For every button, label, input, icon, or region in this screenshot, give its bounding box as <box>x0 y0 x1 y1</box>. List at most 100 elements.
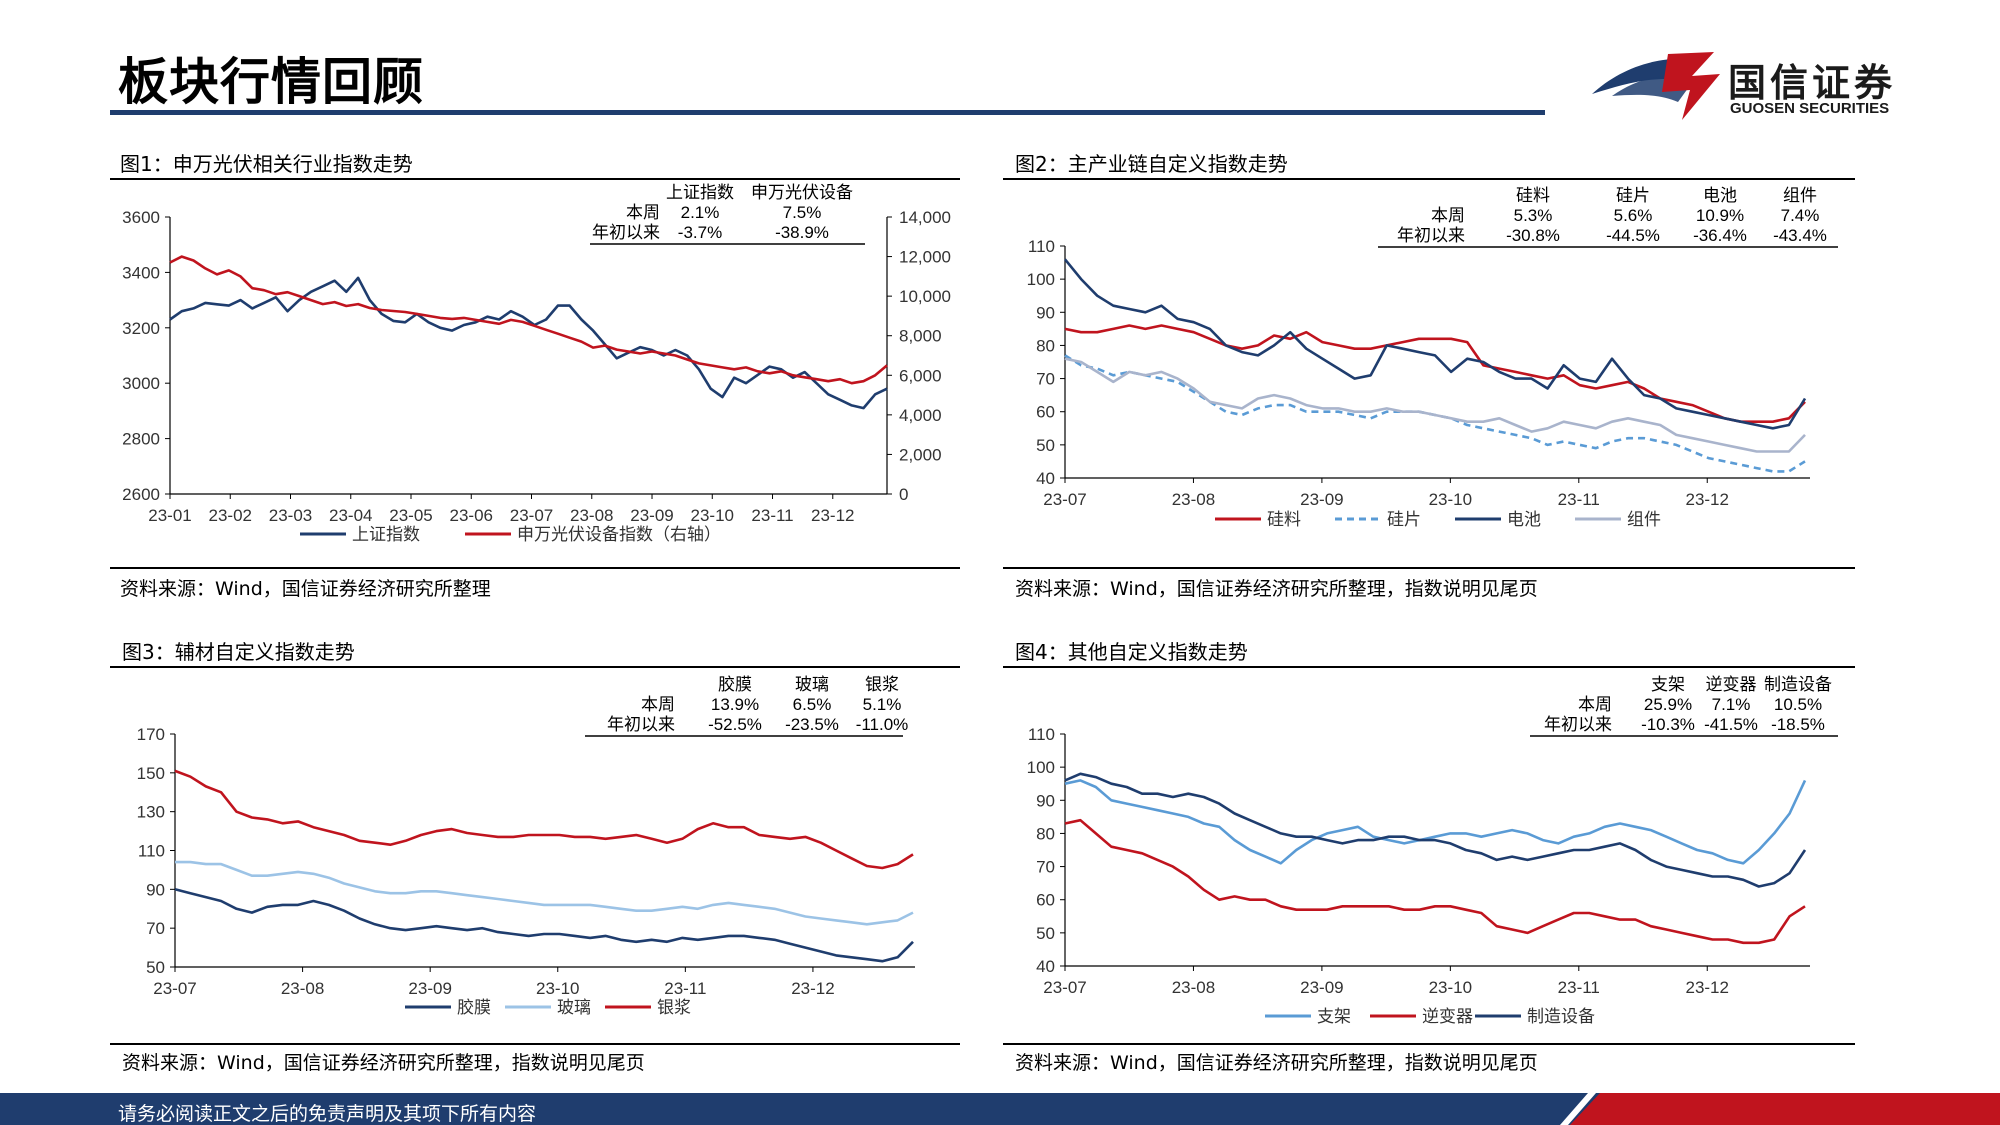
y-tick-label: 70 <box>146 919 165 938</box>
x-tick-label: 23-01 <box>148 506 191 525</box>
table-row-label: 本周 <box>641 695 675 714</box>
table-cell: 7.4% <box>1781 206 1820 225</box>
table-cell: -30.8% <box>1506 226 1560 245</box>
y-tick-label: 3600 <box>122 208 160 227</box>
x-tick-label: 23-07 <box>510 506 553 525</box>
legend-label-3: 电池 <box>1507 510 1541 529</box>
y-tick-label: 60 <box>1036 403 1055 422</box>
chart3: 170 150 130 110 90 70 50 23-07 23-08 23-09 23-10 23… <box>137 675 915 1017</box>
series-line-1 <box>169 276 888 410</box>
y-tick-label: 80 <box>1036 824 1055 843</box>
y-tick-label: 3200 <box>122 319 160 338</box>
x-tick-label: 23-10 <box>536 979 579 998</box>
table-cell: 7.1% <box>1712 695 1751 714</box>
panel3-title: 图3：辅材自定义指数走势 <box>122 640 355 664</box>
title-rule <box>110 110 1545 115</box>
panel1-source: 资料来源：Wind，国信证券经济研究所整理 <box>120 578 491 600</box>
series-line-2 <box>1064 354 1806 473</box>
x-tick-label: 23-07 <box>153 979 196 998</box>
x-tick-label: 23-11 <box>1558 490 1600 509</box>
table-cell: 2.1% <box>681 203 720 222</box>
table-cell: 10.9% <box>1696 206 1744 225</box>
panel1-bottom-rule <box>110 567 960 569</box>
y-tick-label: 50 <box>1036 924 1055 943</box>
y-tick-label: 90 <box>1036 303 1055 322</box>
table-cell: 5.6% <box>1614 206 1653 225</box>
series-line-4 <box>1064 357 1806 453</box>
x-tick-label: 23-12 <box>1685 978 1728 997</box>
table-col-header: 支架 <box>1651 675 1685 694</box>
x-tick-label: 23-04 <box>329 506 372 525</box>
x-tick-label: 23-08 <box>1172 490 1215 509</box>
y2-tick-label: 0 <box>899 485 908 504</box>
table-col-header: 玻璃 <box>795 675 829 694</box>
table-row-label: 年初以来 <box>592 223 660 242</box>
panel4-source: 资料来源：Wind，国信证券经济研究所整理，指数说明见尾页 <box>1015 1052 1538 1074</box>
y2-tick-label: 12,000 <box>899 248 951 267</box>
panel1-title: 图1：申万光伏相关行业指数走势 <box>120 152 413 176</box>
table-cell: -52.5% <box>708 715 762 734</box>
x-tick-label: 23-07 <box>1043 490 1086 509</box>
x-tick-label: 23-03 <box>269 506 312 525</box>
legend-label-4: 组件 <box>1627 510 1661 529</box>
panel3-top-rule <box>110 666 960 668</box>
table-cell: 6.5% <box>793 695 832 714</box>
chart4: 110 100 90 80 70 60 50 40 23-07 23-08 23-09 23-10 23… <box>1027 675 1838 1026</box>
table-cell: 7.5% <box>783 203 822 222</box>
y-tick-label: 110 <box>1028 237 1055 256</box>
y-tick-label: 70 <box>1036 858 1055 877</box>
series-line-3 <box>1063 258 1807 430</box>
x-tick-label: 23-09 <box>1300 490 1343 509</box>
y-tick-label: 100 <box>1027 758 1055 777</box>
y-tick-label: 50 <box>146 958 165 977</box>
table-cell: 5.1% <box>863 695 902 714</box>
y-tick-label: 2600 <box>122 485 160 504</box>
page-title: 板块行情回顾 <box>118 53 424 111</box>
legend-label-1: 胶膜 <box>457 998 491 1017</box>
x-tick-label: 23-08 <box>570 506 613 525</box>
y2-tick-label: 14,000 <box>899 208 951 227</box>
legend-label-1: 硅料 <box>1267 510 1301 529</box>
x-tick-label: 23-09 <box>408 979 451 998</box>
legend-label-2: 硅片 <box>1387 510 1421 529</box>
table-col-header: 电池 <box>1703 186 1737 205</box>
table-cell: -36.4% <box>1693 226 1747 245</box>
series-line-3 <box>1064 772 1807 888</box>
table-col-header: 制造设备 <box>1764 675 1832 694</box>
x-tick-label: 23-11 <box>751 506 793 525</box>
table-row-label: 年初以来 <box>1544 715 1612 734</box>
table-row-label: 本周 <box>1578 695 1612 714</box>
table-cell: -10.3% <box>1641 715 1695 734</box>
table-cell: -18.5% <box>1771 715 1825 734</box>
footer-stripe-icon <box>1560 1093 2000 1125</box>
y-tick-label: 70 <box>1036 370 1055 389</box>
chart1: 3600 3400 3200 3000 2800 2600 14,000 12,000 10,0… <box>122 183 951 544</box>
table-col-header: 银浆 <box>865 675 899 694</box>
table-row-label: 年初以来 <box>607 715 675 734</box>
table-col-header: 硅料 <box>1516 186 1550 205</box>
x-tick-label: 23-09 <box>630 506 673 525</box>
y-tick-label: 110 <box>1028 725 1055 744</box>
panel4-top-rule <box>1003 666 1855 668</box>
table-col-header: 组件 <box>1783 186 1817 205</box>
y-tick-label: 90 <box>1036 791 1055 810</box>
panel2-top-rule <box>1003 178 1855 180</box>
y-tick-label: 60 <box>1036 891 1055 910</box>
y2-tick-label: 4,000 <box>899 406 942 425</box>
table-cell: 5.3% <box>1514 206 1553 225</box>
x-tick-label: 23-12 <box>1685 490 1728 509</box>
panel3-bottom-rule <box>110 1043 960 1045</box>
logo-cn-text: 国信证券 <box>1728 61 1897 105</box>
table-col-header: 胶膜 <box>718 675 752 694</box>
table-cell: 10.5% <box>1774 695 1822 714</box>
y-tick-label: 3400 <box>122 263 160 282</box>
logo-en-text: GUOSEN SECURITIES <box>1730 100 1890 117</box>
table-row-label: 本周 <box>1431 206 1465 225</box>
table-cell: -41.5% <box>1704 715 1758 734</box>
x-tick-label: 23-11 <box>664 979 706 998</box>
table-cell: -43.4% <box>1773 226 1827 245</box>
legend-label-1: 支架 <box>1317 1007 1351 1026</box>
table-row-label: 本周 <box>626 203 660 222</box>
table-cell: -23.5% <box>785 715 839 734</box>
y2-tick-label: 2,000 <box>899 445 942 464</box>
